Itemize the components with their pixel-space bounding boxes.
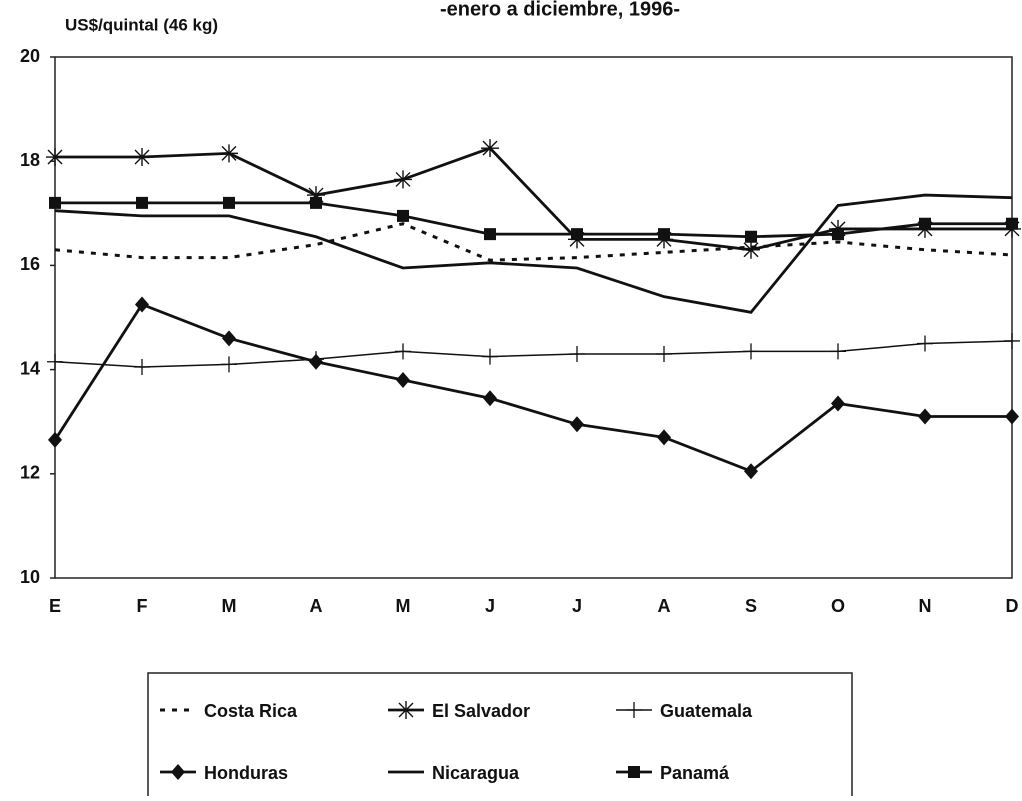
y-axis-label: US$/quintal (46 kg) [65,15,218,34]
series-line [54,222,1013,262]
marker [569,345,585,362]
x-tick-label: M [222,596,237,616]
legend-label: Honduras [204,763,288,783]
marker [135,296,149,313]
y-tick-label: 20 [20,46,40,66]
marker [1005,408,1019,425]
marker [48,431,62,448]
marker [222,330,236,347]
marker [658,228,670,241]
x-tick-label: A [310,596,323,616]
legend-marker [628,766,640,778]
series-line [54,340,1013,368]
marker [307,186,325,205]
legend-label: Panamá [660,763,730,783]
marker [656,345,672,362]
marker [483,390,497,407]
marker [1004,332,1020,349]
x-tick-label: E [49,596,61,616]
marker [570,416,584,433]
marker [657,429,671,446]
x-tick-label: D [1006,596,1019,616]
x-tick-label: F [137,596,148,616]
marker [223,196,235,209]
x-tick-label: N [919,596,932,616]
series-line [55,201,1012,239]
marker [310,196,322,209]
y-tick-label: 14 [20,358,40,378]
marker [397,209,409,222]
marker [742,240,760,259]
y-tick-label: 16 [20,254,40,274]
marker [220,144,238,163]
marker [46,148,64,167]
marker [831,395,845,412]
marker [47,353,63,370]
x-tick-label: J [572,596,582,616]
marker [744,463,758,480]
series-line [55,146,1012,252]
marker [49,196,61,209]
marker [394,170,412,189]
marker [134,358,150,375]
x-tick-label: J [485,596,495,616]
marker [133,148,151,167]
x-tick-label: M [396,596,411,616]
marker [482,348,498,365]
marker [917,335,933,352]
legend-label: Nicaragua [432,763,520,783]
chart-title: -enero a diciembre, 1996- [440,0,680,20]
marker [745,230,757,243]
marker [484,228,496,241]
x-tick-label: A [658,596,671,616]
marker [743,343,759,360]
series-line [53,302,1012,473]
marker [396,372,410,389]
legend-marker [171,764,185,780]
legend-marker [626,702,642,718]
y-tick-label: 12 [20,463,40,483]
plot-frame [54,56,1013,579]
marker [481,139,499,158]
marker [919,217,931,230]
legend-box [147,672,853,801]
x-tick-label: O [831,596,845,616]
marker [221,356,237,373]
marker [1006,217,1018,230]
legend-marker [397,701,415,719]
y-tick-label: 10 [20,567,40,587]
x-tick-label: S [745,596,757,616]
marker [830,343,846,360]
marker [395,343,411,360]
marker [832,228,844,241]
legend-label: Guatemala [660,701,753,721]
marker [309,353,323,370]
marker [918,408,932,425]
series-line [54,193,1013,314]
legend-label: Costa Rica [204,701,298,721]
marker [136,196,148,209]
y-tick-label: 18 [20,150,40,170]
marker [571,228,583,241]
legend-label: El Salvador [432,701,530,721]
